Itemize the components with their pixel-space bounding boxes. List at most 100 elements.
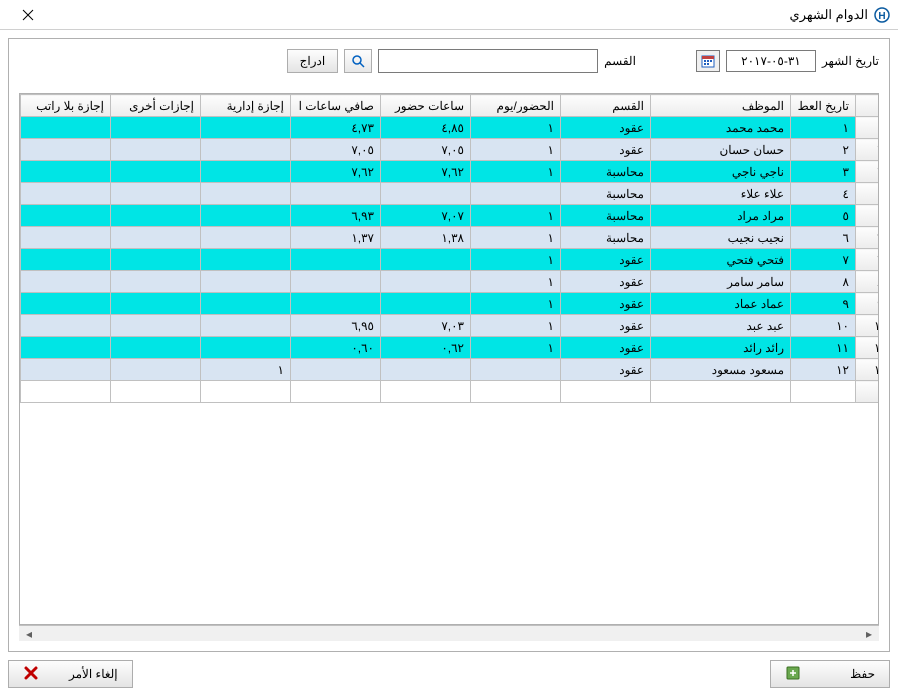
table-cell[interactable] <box>21 381 111 403</box>
table-cell[interactable]: ١ <box>471 249 561 271</box>
table-cell[interactable] <box>471 359 561 381</box>
table-cell[interactable]: علاء علاء <box>651 183 791 205</box>
scroll-left-icon[interactable]: ◂ <box>21 627 37 641</box>
table-cell[interactable] <box>381 249 471 271</box>
table-cell[interactable]: ١ <box>471 337 561 359</box>
table-cell[interactable] <box>111 227 201 249</box>
table-row[interactable]: ٦,٩٣٧,٠٧١محاسبةمراد مراد٥٥ <box>21 205 880 227</box>
table-cell[interactable] <box>291 249 381 271</box>
table-cell[interactable] <box>471 381 561 403</box>
table-row-empty[interactable] <box>21 381 880 403</box>
table-cell[interactable]: ٧,٠٣ <box>381 315 471 337</box>
table-cell[interactable] <box>111 117 201 139</box>
table-cell[interactable]: ٦,٩٣ <box>291 205 381 227</box>
table-cell[interactable] <box>791 381 856 403</box>
col-emp[interactable]: الموظف <box>651 95 791 117</box>
table-cell[interactable] <box>471 183 561 205</box>
table-cell[interactable]: ٤,٨٥ <box>381 117 471 139</box>
table-row[interactable]: ١عقودمسعود مسعود١٢١٢ <box>21 359 880 381</box>
save-button[interactable]: حفظ <box>770 660 890 688</box>
table-cell[interactable] <box>21 293 111 315</box>
scroll-right-icon[interactable]: ▸ <box>861 627 877 641</box>
table-cell[interactable] <box>561 381 651 403</box>
table-cell[interactable]: ٠,٦٢ <box>381 337 471 359</box>
row-header[interactable]: ١٠ <box>856 315 880 337</box>
table-cell[interactable]: محاسبة <box>561 161 651 183</box>
table-cell[interactable]: عماد عماد <box>651 293 791 315</box>
row-header[interactable]: ٦ <box>856 227 880 249</box>
table-cell[interactable] <box>381 271 471 293</box>
table-cell[interactable]: ٢ <box>791 139 856 161</box>
table-cell[interactable] <box>201 227 291 249</box>
col-hrs[interactable]: ساعات حضور <box>381 95 471 117</box>
table-cell[interactable]: ١ <box>471 205 561 227</box>
table-cell[interactable]: عقود <box>561 293 651 315</box>
row-header[interactable]: ١ <box>856 117 880 139</box>
table-cell[interactable]: ٧,٠٥ <box>381 139 471 161</box>
table-cell[interactable] <box>111 381 201 403</box>
table-cell[interactable] <box>201 271 291 293</box>
table-cell[interactable] <box>651 381 791 403</box>
close-button[interactable] <box>8 1 48 29</box>
table-cell[interactable] <box>201 183 291 205</box>
table-cell[interactable] <box>381 381 471 403</box>
table-cell[interactable]: نجيب نجيب <box>651 227 791 249</box>
table-cell[interactable]: ١ <box>471 271 561 293</box>
table-row[interactable]: ٤,٧٣٤,٨٥١عقودمحمد محمد١١ <box>21 117 880 139</box>
table-cell[interactable] <box>111 249 201 271</box>
table-cell[interactable]: عقود <box>561 271 651 293</box>
table-row[interactable]: ٧,٦٢٧,٦٢١محاسبةناجي ناجي٣٣ <box>21 161 880 183</box>
table-cell[interactable]: مراد مراد <box>651 205 791 227</box>
table-cell[interactable] <box>201 117 291 139</box>
row-header[interactable]: ٢ <box>856 139 880 161</box>
row-header[interactable]: ١١ <box>856 337 880 359</box>
table-cell[interactable] <box>201 315 291 337</box>
table-cell[interactable] <box>21 315 111 337</box>
table-cell[interactable]: ٧,٠٧ <box>381 205 471 227</box>
table-row[interactable]: ٧,٠٥٧,٠٥١عقودحسان حسان٢٢ <box>21 139 880 161</box>
table-cell[interactable] <box>291 271 381 293</box>
table-row[interactable]: محاسبةعلاء علاء٤٤ <box>21 183 880 205</box>
row-header[interactable]: ٤ <box>856 183 880 205</box>
row-header[interactable]: ١٢ <box>856 359 880 381</box>
col-att[interactable]: الحضور/يوم <box>471 95 561 117</box>
table-cell[interactable] <box>21 117 111 139</box>
table-cell[interactable]: ١ <box>791 117 856 139</box>
table-row[interactable]: ١عقودعماد عماد٩٩ <box>21 293 880 315</box>
table-cell[interactable]: ١ <box>471 117 561 139</box>
table-row[interactable]: ١عقودسامر سامر٨٨ <box>21 271 880 293</box>
table-cell[interactable] <box>201 205 291 227</box>
table-cell[interactable]: رائد رائد <box>651 337 791 359</box>
table-cell[interactable]: ٧,٦٢ <box>291 161 381 183</box>
table-cell[interactable]: ٠,٦٠ <box>291 337 381 359</box>
col-admin[interactable]: إجازة إدارية <box>201 95 291 117</box>
table-cell[interactable]: سامر سامر <box>651 271 791 293</box>
table-cell[interactable]: عقود <box>561 139 651 161</box>
table-cell[interactable] <box>21 183 111 205</box>
table-cell[interactable]: ٨ <box>791 271 856 293</box>
table-cell[interactable]: ٧,٠٥ <box>291 139 381 161</box>
col-unpaid[interactable]: إجازة بلا راتب <box>21 95 111 117</box>
table-cell[interactable] <box>111 359 201 381</box>
table-cell[interactable]: عقود <box>561 117 651 139</box>
table-cell[interactable]: ١ <box>201 359 291 381</box>
table-cell[interactable] <box>201 139 291 161</box>
row-header[interactable]: ٥ <box>856 205 880 227</box>
table-cell[interactable] <box>21 249 111 271</box>
table-cell[interactable] <box>111 205 201 227</box>
table-cell[interactable]: ٦ <box>791 227 856 249</box>
table-cell[interactable]: ٤,٧٣ <box>291 117 381 139</box>
table-cell[interactable] <box>111 337 201 359</box>
table-cell[interactable]: محاسبة <box>561 205 651 227</box>
table-cell[interactable]: حسان حسان <box>651 139 791 161</box>
table-cell[interactable]: ٩ <box>791 293 856 315</box>
month-input[interactable] <box>726 50 816 72</box>
table-cell[interactable] <box>381 183 471 205</box>
table-cell[interactable] <box>21 227 111 249</box>
row-header[interactable]: ٣ <box>856 161 880 183</box>
col-dept[interactable]: القسم <box>561 95 651 117</box>
table-cell[interactable]: محمد محمد <box>651 117 791 139</box>
table-cell[interactable]: ١ <box>471 139 561 161</box>
col-net[interactable]: صافي ساعات ا <box>291 95 381 117</box>
table-cell[interactable]: محاسبة <box>561 183 651 205</box>
